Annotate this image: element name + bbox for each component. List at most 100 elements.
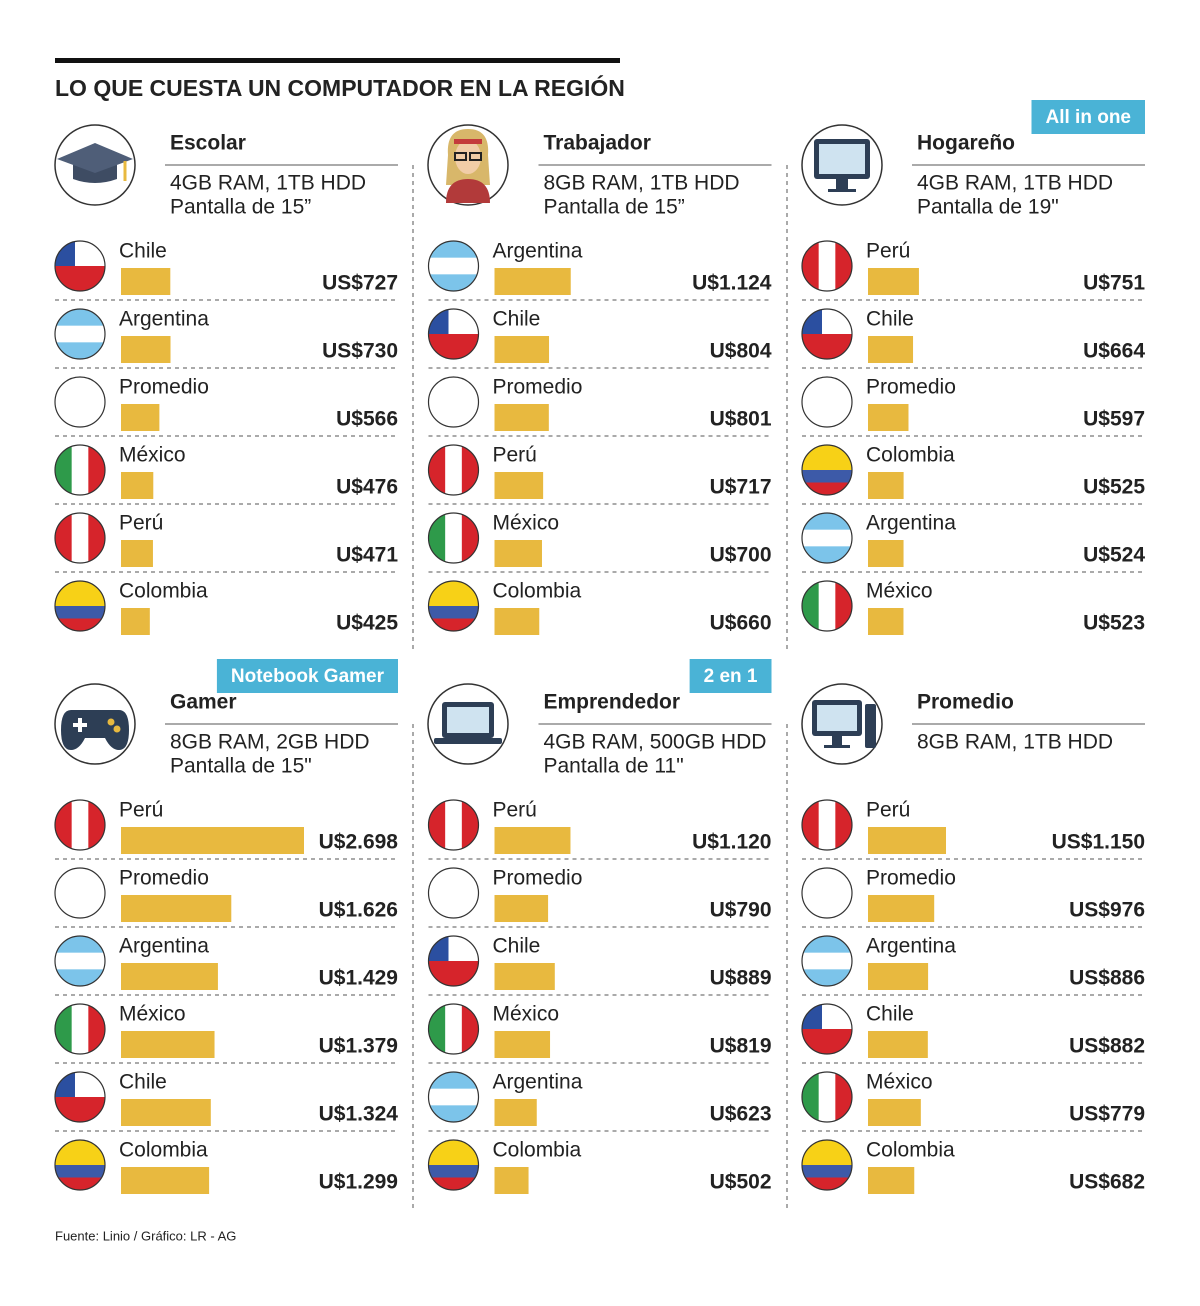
value-label: U$525	[1083, 476, 1145, 499]
flag-outline	[427, 376, 480, 428]
bar	[121, 1099, 211, 1126]
flag-stripe	[802, 868, 852, 918]
bar	[121, 895, 232, 922]
flag-outline	[801, 376, 853, 428]
value-label: US$730	[322, 340, 398, 363]
flag-stripe	[802, 1177, 852, 1190]
value-label: U$523	[1083, 612, 1145, 635]
flag-stripe	[55, 936, 105, 954]
flag	[55, 377, 105, 427]
flag-stripe	[55, 309, 105, 327]
value-label: U$700	[710, 544, 772, 567]
flag-outline	[801, 308, 853, 360]
category-label: Colombia	[866, 444, 955, 467]
category-label: Argentina	[866, 935, 956, 958]
bar	[121, 608, 150, 635]
flag	[428, 1004, 479, 1054]
flag-stripe	[835, 1072, 852, 1122]
category-label: Perú	[493, 799, 537, 822]
flag-stripe	[428, 618, 479, 631]
flag-stripe	[428, 1004, 446, 1054]
category-label: Promedio	[493, 867, 583, 890]
flag-stripe	[818, 800, 836, 850]
category-label: Argentina	[493, 240, 583, 263]
icon-gamepad	[54, 683, 136, 765]
flag-stripe	[445, 513, 463, 563]
chart-title: Trabajador	[544, 132, 651, 155]
flag-stripe	[71, 800, 89, 850]
spec: Pantalla de 15”	[170, 196, 311, 219]
flag-stripe	[55, 952, 105, 970]
value-label: U$1.124	[692, 272, 772, 295]
badge-label: All in one	[1046, 107, 1132, 128]
flag-stripe	[428, 1088, 479, 1106]
flag-stripe	[445, 1004, 463, 1054]
category-label: Colombia	[866, 1139, 955, 1162]
flag-stripe	[428, 606, 479, 619]
bar	[494, 540, 542, 567]
category-label: México	[119, 444, 186, 467]
flag-stripe	[55, 377, 105, 427]
flag-stripe	[55, 1097, 105, 1122]
spec: 8GB RAM, 2GB HDD	[170, 731, 370, 754]
bar	[494, 1167, 529, 1194]
category-label: Chile	[866, 308, 914, 331]
flag-stripe	[802, 529, 852, 547]
flag-stripe	[835, 581, 852, 631]
flag-outline	[801, 935, 853, 987]
flag-stripe	[88, 1004, 105, 1054]
flag-stripe	[55, 1165, 105, 1178]
badge-label: 2 en 1	[704, 666, 758, 687]
value-label: U$660	[710, 612, 772, 635]
value-label: U$1.324	[319, 1103, 399, 1126]
value-label: U$597	[1083, 408, 1145, 431]
badge-box	[689, 659, 772, 693]
category-label: México	[493, 512, 560, 535]
spec: Pantalla de 11"	[544, 755, 684, 778]
chart-title: Gamer	[170, 691, 237, 714]
bar	[868, 472, 904, 499]
bar	[121, 268, 171, 295]
category-label: Perú	[119, 799, 163, 822]
flag-stripe	[461, 1004, 479, 1054]
icon-graduation-cap	[54, 124, 136, 206]
category-label: Promedio	[493, 376, 583, 399]
flag-stripe	[461, 800, 479, 850]
value-label: US$682	[1069, 1171, 1145, 1194]
flag-stripe	[55, 1004, 73, 1054]
bar	[121, 827, 304, 854]
flag-stripe	[818, 581, 836, 631]
category-label: Colombia	[493, 580, 582, 603]
value-label: U$717	[710, 476, 772, 499]
category-label: Chile	[493, 308, 541, 331]
flag-stripe	[428, 257, 479, 275]
flag-stripe	[428, 334, 479, 359]
icon-desktop	[801, 683, 883, 765]
flag	[802, 1072, 852, 1122]
flag	[55, 309, 105, 359]
flag-stripe	[802, 513, 852, 531]
flag-stripe	[802, 1165, 852, 1178]
flag	[428, 445, 479, 495]
flag-stripe	[802, 1152, 852, 1166]
bar	[494, 895, 549, 922]
flag-stripe	[55, 606, 105, 619]
flag-outline	[54, 1003, 106, 1055]
bar	[868, 1031, 928, 1058]
category-label: México	[119, 1003, 186, 1026]
flag	[802, 241, 852, 291]
value-label: U$790	[710, 899, 772, 922]
bar	[868, 1099, 921, 1126]
category-label: Argentina	[119, 935, 209, 958]
badge: 2 en 1	[689, 659, 772, 693]
flag-stripe	[55, 325, 105, 343]
flag-stripe	[428, 1177, 479, 1190]
flag-stripe	[445, 445, 463, 495]
top-rule	[55, 58, 620, 63]
flag-stripe	[55, 342, 105, 359]
category-label: Colombia	[119, 1139, 208, 1162]
flag-outline	[54, 240, 106, 292]
flag-outline	[427, 240, 480, 292]
bar	[494, 268, 571, 295]
bar	[494, 404, 549, 431]
